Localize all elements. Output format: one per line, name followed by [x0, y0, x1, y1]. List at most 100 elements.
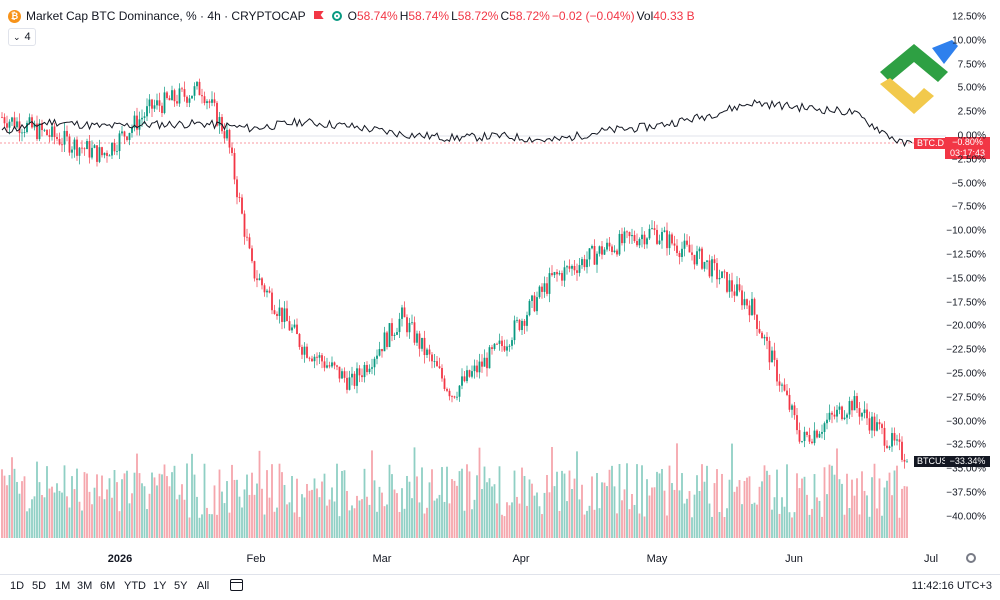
volume-bar — [698, 491, 701, 538]
price-axis[interactable]: 12.50% 10.00% 7.50% 5.00% 2.50% 0.00% −2.50% −5… — [946, 0, 1000, 545]
candle-body — [573, 265, 576, 271]
candle-body — [668, 234, 671, 249]
candle-body — [121, 131, 123, 134]
price-axis-tick: −5.00% — [951, 178, 986, 190]
volume-bar — [236, 479, 238, 538]
volume-bar — [503, 516, 506, 538]
volume-bar — [431, 469, 433, 538]
candle-body — [203, 96, 206, 104]
volume-bar — [736, 486, 738, 538]
calendar-icon[interactable] — [230, 579, 243, 591]
volume-bar — [641, 465, 643, 538]
timeframe-1m[interactable]: 1M — [55, 580, 71, 592]
candle-body — [853, 396, 856, 411]
candle-body — [183, 89, 186, 97]
series-legend[interactable]: ₿ Market Cap BTC Dominance, % · 4h · CRY… — [8, 7, 697, 25]
timeframe-3m[interactable]: 3M — [77, 580, 93, 592]
volume-bar — [531, 483, 533, 538]
bitcoin-icon: ₿ — [8, 9, 21, 23]
time-axis[interactable]: 2026 Feb Mar Apr May Jun Jul — [0, 547, 946, 571]
btcd-tag-name: BTC.D — [917, 138, 944, 148]
volume-bar — [476, 475, 478, 538]
btcd-line — [1, 99, 913, 148]
candle-body — [421, 337, 423, 349]
timeframe-all[interactable]: All — [197, 580, 210, 592]
volume-bar — [858, 514, 861, 538]
volume-bar — [36, 461, 38, 538]
volume-bar — [446, 466, 448, 538]
volume-bar — [848, 508, 851, 538]
volume-bar — [693, 494, 696, 538]
chart-plot-area[interactable] — [0, 0, 946, 545]
volume-bars — [1, 443, 908, 538]
settings-gear-icon[interactable] — [966, 553, 976, 563]
timeframe-1d[interactable]: 1D — [10, 580, 25, 592]
candle-body — [438, 366, 441, 368]
candle-body — [906, 461, 908, 463]
volume-bar — [806, 494, 808, 538]
candle-body — [408, 322, 411, 333]
volume-bar — [336, 463, 338, 538]
timeframe-6m[interactable]: 6M — [100, 580, 116, 592]
volume-bar — [706, 465, 708, 538]
candle-body — [271, 292, 273, 311]
candle-body — [841, 406, 843, 420]
volume-bar — [788, 512, 791, 538]
candle-body — [808, 434, 811, 442]
candle-body — [683, 240, 686, 249]
volume-bar — [173, 465, 176, 538]
candle-body — [263, 285, 266, 293]
candle-body — [658, 240, 661, 244]
candle-body — [258, 278, 261, 281]
timeframe-1y[interactable]: 1Y — [153, 580, 167, 592]
indicator-toggle[interactable]: ⌄ 4 — [8, 28, 36, 46]
volume-bar — [346, 491, 348, 538]
volume-bar — [216, 514, 218, 538]
candle-body — [66, 130, 68, 137]
candle-body — [861, 413, 863, 417]
candle-body — [541, 286, 543, 292]
candle-body — [536, 297, 538, 312]
candle-body — [236, 179, 238, 198]
candle-body — [368, 368, 371, 373]
timeframe-5y[interactable]: 5Y — [174, 580, 188, 592]
symbol-title[interactable]: Market Cap BTC Dominance, % · 4h · CRYPT… — [26, 9, 306, 23]
candle-body — [686, 240, 688, 245]
price-axis-tick: −30.00% — [946, 416, 986, 428]
volume-bar — [756, 504, 758, 538]
candle-body — [903, 459, 906, 462]
time-axis-tick: 2026 — [107, 553, 133, 565]
volume-bar — [796, 473, 798, 538]
candle-body — [413, 322, 416, 343]
volume-bar — [158, 473, 161, 538]
candle-body — [318, 355, 321, 358]
volume-bar — [63, 465, 66, 538]
candle-body — [603, 249, 606, 255]
candle-body — [126, 136, 128, 140]
volume-bar — [493, 484, 496, 538]
volume-bar — [193, 474, 196, 538]
clock-readout[interactable]: 11:42:16 UTC+3 — [912, 580, 992, 592]
volume-bar — [766, 470, 768, 538]
volume-bar — [548, 492, 551, 538]
candle-body — [131, 127, 133, 133]
candle-body — [278, 307, 281, 316]
candle-body — [716, 263, 718, 280]
candle-body — [486, 357, 488, 369]
timezone-label: UTC+3 — [956, 580, 992, 592]
volume-bar — [681, 473, 683, 538]
timeframe-ytd[interactable]: YTD — [124, 580, 146, 592]
volume-bar — [231, 464, 233, 538]
timeframe-5d[interactable]: 5D — [32, 580, 47, 592]
volume-bar — [463, 510, 466, 538]
candle-body — [253, 261, 256, 279]
volume-bar — [403, 508, 406, 538]
candle-body — [556, 272, 558, 275]
candle-body — [761, 332, 763, 339]
volume-bar — [523, 475, 526, 538]
volume-bar — [643, 516, 646, 538]
volume-bar — [33, 496, 36, 538]
volume-bar — [703, 481, 706, 538]
volume-bar — [108, 478, 111, 538]
eye-icon[interactable] — [331, 11, 342, 21]
